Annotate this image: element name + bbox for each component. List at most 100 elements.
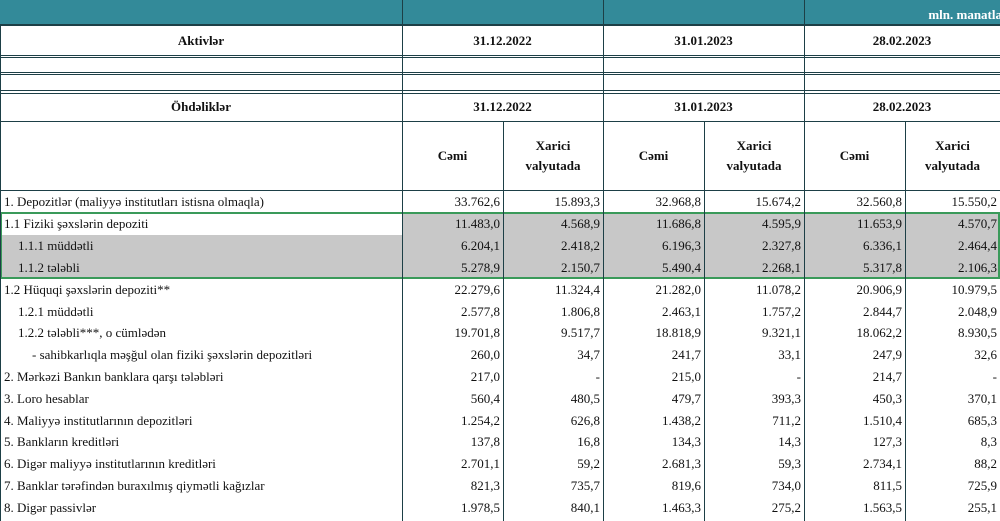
cell-value: 33.762,6 bbox=[454, 194, 501, 209]
liabilities-date: 31.12.2022 bbox=[473, 99, 532, 114]
cell-value: 1.806,8 bbox=[561, 303, 600, 319]
rule bbox=[503, 121, 504, 521]
cell-value: 1.563,5 bbox=[863, 499, 902, 515]
cell-value: 560,4 bbox=[470, 390, 500, 406]
cell-value: 11.686,8 bbox=[603, 213, 704, 235]
row-label: 5. Bankların kreditləri bbox=[4, 434, 120, 450]
subheader: Xarici valyutada bbox=[525, 138, 581, 173]
subheader: Cəmi bbox=[437, 148, 468, 163]
cell-value: 8.930,5 bbox=[958, 325, 997, 341]
cell-value: 15.674,2 bbox=[755, 194, 802, 209]
cell-value: 1.254,2 bbox=[461, 412, 500, 428]
rule bbox=[0, 24, 1000, 26]
cell-value: 479,7 bbox=[671, 390, 701, 406]
cell-value: 2.464,4 bbox=[905, 235, 1000, 257]
cell-value: 6.196,3 bbox=[603, 235, 704, 257]
row-label: 1.1.1 müddətli bbox=[0, 235, 402, 257]
cell-value: 32,6 bbox=[974, 347, 997, 363]
cell-value: 10.979,5 bbox=[951, 281, 998, 297]
cell-value: 260,0 bbox=[470, 347, 500, 363]
cell-value: 21.282,0 bbox=[655, 281, 702, 297]
cell-value: 711,2 bbox=[772, 412, 801, 428]
cell-value: 6.204,1 bbox=[402, 235, 503, 257]
cell-value: 33,1 bbox=[778, 347, 801, 363]
cell-value: 14,3 bbox=[778, 434, 801, 450]
liabilities-label: Öhdəliklər bbox=[171, 99, 231, 114]
rule bbox=[603, 0, 604, 521]
cell-value: 59,3 bbox=[778, 456, 801, 472]
rule bbox=[0, 190, 1000, 191]
cell-value: 32.560,8 bbox=[856, 194, 903, 209]
row-label: 4. Maliyyə institutlarının depozitləri bbox=[4, 412, 193, 428]
cell-value: 821,3 bbox=[470, 478, 500, 494]
assets-date: 28.02.2023 bbox=[872, 33, 932, 48]
liabilities-date: 28.02.2023 bbox=[872, 99, 932, 114]
cell-value: 840,1 bbox=[570, 499, 600, 515]
cell-value: 1.978,5 bbox=[461, 499, 500, 515]
cell-value: 2.150,7 bbox=[503, 257, 603, 279]
cell-value: 255,1 bbox=[967, 499, 997, 515]
assets-date: 31.01.2023 bbox=[674, 33, 733, 48]
cell-value: 217,0 bbox=[470, 369, 500, 385]
unit-label: mln. manatla bbox=[928, 7, 1000, 22]
cell-value: 8,3 bbox=[980, 434, 997, 450]
cell-value: 214,7 bbox=[872, 369, 902, 385]
rule bbox=[0, 121, 1000, 122]
cell-value: 18.062,2 bbox=[856, 325, 903, 341]
cell-value: - bbox=[595, 369, 600, 385]
row-label: 1.2.1 müddətli bbox=[18, 303, 94, 319]
cell-value: 11.324,4 bbox=[554, 281, 600, 297]
cell-value: 11.653,9 bbox=[804, 213, 905, 235]
cell-value: 5.278,9 bbox=[402, 257, 503, 279]
cell-value: - bbox=[992, 369, 997, 385]
cell-value: 11.078,2 bbox=[755, 281, 801, 297]
cell-value: 59,2 bbox=[577, 456, 600, 472]
rule bbox=[0, 55, 1000, 56]
cell-value: 127,3 bbox=[872, 434, 902, 450]
subheader: Xarici valyutada bbox=[726, 138, 782, 173]
cell-value: 88,2 bbox=[974, 456, 997, 472]
cell-value: 2.681,3 bbox=[662, 456, 701, 472]
cell-value: 2.418,2 bbox=[503, 235, 603, 257]
row-label: 8. Digər passivlər bbox=[4, 499, 97, 515]
cell-value: 275,2 bbox=[771, 499, 801, 515]
cell-value: 685,3 bbox=[967, 412, 997, 428]
cell-value: 4.570,7 bbox=[905, 213, 1000, 235]
highlight-box bbox=[0, 212, 1000, 279]
cell-value: 22.279,6 bbox=[454, 281, 501, 297]
row-label: 7. Banklar tərəfindən buraxılmış qiymətl… bbox=[4, 478, 265, 494]
row-label: 1.1 Fiziki şəxslərin depoziti bbox=[4, 216, 149, 231]
cell-value: 2.106,3 bbox=[905, 257, 1000, 279]
cell-value: 19.701,8 bbox=[454, 325, 501, 341]
cell-value: 18.818,9 bbox=[655, 325, 702, 341]
subheader: Cəmi bbox=[638, 148, 669, 163]
cell-value: 1.438,2 bbox=[662, 412, 701, 428]
cell-value: 137,8 bbox=[470, 434, 500, 450]
row-label: 1.2.2 tələbli***, o cümlədən bbox=[18, 325, 167, 341]
cell-value: 215,0 bbox=[671, 369, 701, 385]
cell-value: 480,5 bbox=[570, 390, 600, 406]
cell-value: 2.701,1 bbox=[461, 456, 500, 472]
rule bbox=[402, 0, 403, 521]
cell-value: 247,9 bbox=[872, 347, 902, 363]
cell-value: 725,9 bbox=[967, 478, 997, 494]
rule bbox=[0, 72, 1000, 73]
cell-value: 15.893,3 bbox=[554, 194, 601, 209]
cell-value: 4.568,9 bbox=[503, 213, 603, 235]
cell-value: 370,1 bbox=[967, 390, 997, 406]
top-bar bbox=[0, 0, 1000, 24]
cell-value: 4.595,9 bbox=[704, 213, 804, 235]
cell-value: 393,3 bbox=[771, 390, 801, 406]
assets-date: 31.12.2022 bbox=[473, 33, 532, 48]
cell-value: 2.463,1 bbox=[662, 303, 701, 319]
cell-value: 2.268,1 bbox=[704, 257, 804, 279]
rule bbox=[905, 121, 906, 521]
rule bbox=[0, 93, 1000, 94]
cell-value: 2.734,1 bbox=[863, 456, 902, 472]
row-label: 1. Depozitlər (maliyyə institutları isti… bbox=[4, 194, 264, 209]
row-label: 6. Digər maliyyə institutlarının kreditl… bbox=[4, 456, 216, 472]
rule bbox=[804, 0, 805, 521]
row-label: 1.2 Hüquqi şəxslərin depoziti** bbox=[4, 281, 171, 297]
cell-value: 16,8 bbox=[577, 434, 600, 450]
